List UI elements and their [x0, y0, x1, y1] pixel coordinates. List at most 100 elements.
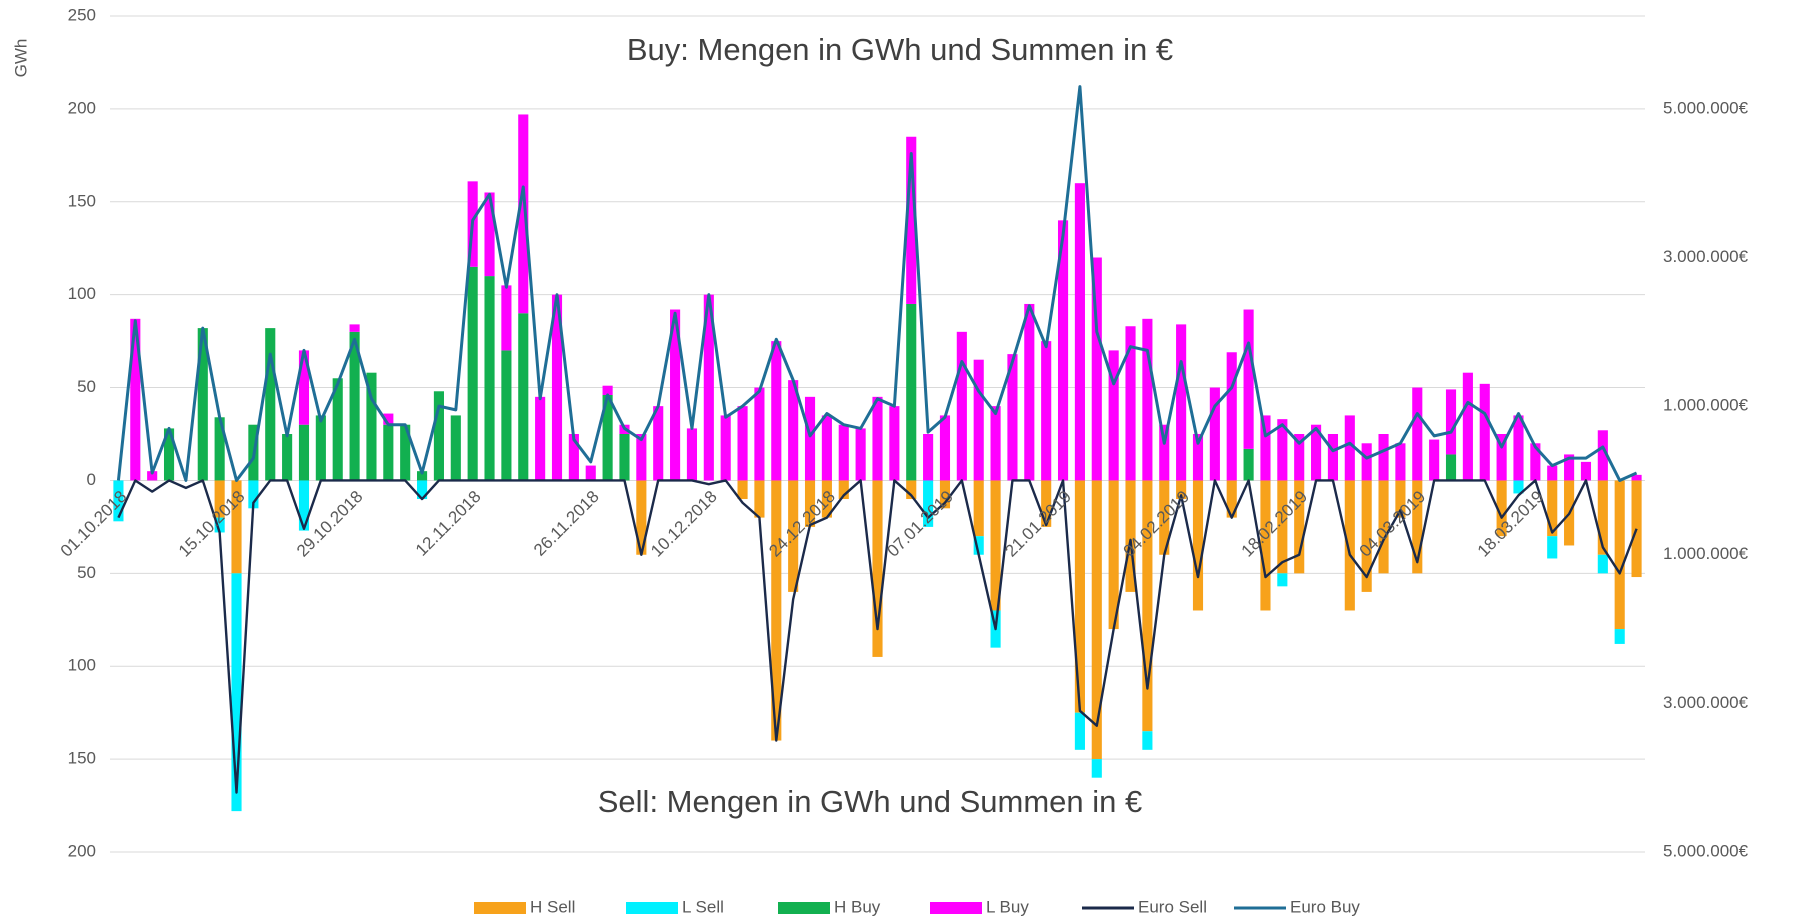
bar — [1327, 434, 1338, 481]
legend-label: L Sell — [682, 897, 724, 916]
bar — [214, 517, 225, 533]
line — [116, 85, 1638, 482]
bar — [1564, 454, 1575, 481]
bar — [804, 396, 816, 481]
bar — [939, 480, 951, 509]
bar — [1496, 480, 1507, 537]
bar — [163, 428, 175, 481]
bar — [1209, 387, 1220, 481]
y2-tick-label: 1.000.000€ — [1663, 544, 1749, 563]
bar — [872, 396, 883, 481]
bar — [349, 331, 360, 481]
bar — [1277, 573, 1288, 587]
bar — [282, 434, 293, 481]
bar — [1530, 443, 1541, 481]
bar — [771, 480, 782, 741]
legend-label: Euro Buy — [1290, 897, 1360, 916]
bar — [535, 396, 546, 481]
bar — [939, 415, 951, 481]
bar — [1597, 554, 1608, 574]
bar — [265, 328, 276, 481]
bar — [433, 391, 444, 481]
bar — [1614, 629, 1625, 644]
bar — [1412, 387, 1423, 481]
bar — [1614, 480, 1625, 630]
bar — [973, 536, 984, 555]
bar — [906, 303, 917, 481]
bar — [568, 434, 579, 481]
bar — [1277, 480, 1288, 574]
bar — [518, 114, 529, 314]
bar — [1294, 434, 1305, 481]
bar — [872, 480, 883, 657]
bar — [1496, 434, 1507, 481]
bar — [923, 480, 934, 527]
legend-swatch — [474, 902, 526, 914]
bar — [1395, 480, 1406, 518]
bar — [1513, 480, 1524, 494]
bar — [1108, 350, 1119, 481]
bar — [619, 434, 630, 481]
bar — [923, 434, 934, 481]
y-tick-label: 200 — [68, 841, 96, 860]
legend-label: L Buy — [986, 897, 1029, 916]
bar — [737, 480, 748, 500]
bar — [754, 387, 765, 481]
bar — [1547, 465, 1558, 481]
x-tick-label: 01.10.2018 — [57, 487, 131, 561]
y-tick-label: 250 — [68, 5, 96, 24]
bar — [298, 480, 310, 531]
bar — [417, 480, 428, 500]
bar — [1091, 480, 1102, 760]
legend-label: H Sell — [530, 897, 575, 916]
bar — [1243, 309, 1254, 449]
legend-label: Euro Sell — [1138, 897, 1207, 916]
bar — [1344, 415, 1355, 481]
bar — [990, 406, 1001, 481]
bar — [1243, 448, 1254, 481]
bar — [1462, 372, 1473, 481]
bar — [956, 331, 967, 481]
bar — [1580, 461, 1592, 481]
bar — [838, 424, 849, 481]
bar — [804, 480, 816, 527]
x-tick-label: 18.03.2019 — [1474, 487, 1548, 561]
bar — [1007, 354, 1018, 481]
bar — [231, 573, 242, 812]
y-tick-label: 50 — [77, 377, 96, 396]
bar — [821, 415, 832, 481]
y-tick-label: 100 — [68, 656, 96, 675]
bar — [906, 136, 917, 304]
bar — [1513, 415, 1524, 481]
bars — [113, 114, 1642, 812]
bar — [366, 372, 377, 481]
bar — [1479, 383, 1490, 481]
bar — [298, 350, 310, 425]
bar — [1395, 443, 1406, 481]
y2-tick-label: 3.000.000€ — [1663, 247, 1749, 266]
bar — [1260, 415, 1271, 481]
y-tick-label: 0 — [87, 470, 96, 489]
bar — [1631, 480, 1642, 578]
bar — [1412, 480, 1423, 574]
bar — [636, 480, 647, 555]
bar — [973, 359, 984, 481]
bar — [602, 394, 613, 481]
y2-tick-label: 5.000.000€ — [1663, 98, 1749, 117]
bar — [1159, 424, 1170, 481]
y-tick-label: 100 — [68, 284, 96, 303]
bar — [990, 480, 1001, 611]
bar — [1547, 536, 1558, 559]
bar — [1226, 480, 1237, 518]
bar — [653, 406, 664, 481]
bar — [1176, 480, 1187, 500]
bar — [1260, 480, 1271, 611]
bar — [855, 428, 866, 481]
bar — [1597, 430, 1608, 481]
bar — [788, 380, 799, 481]
bar — [298, 424, 310, 481]
bar — [1429, 439, 1440, 481]
bar — [686, 428, 698, 481]
y-tick-label: 50 — [77, 563, 96, 582]
